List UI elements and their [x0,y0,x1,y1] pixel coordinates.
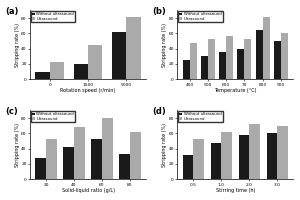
Bar [249,124,260,179]
Bar [277,126,288,179]
Bar [119,154,130,179]
Bar [226,36,233,79]
Bar [274,41,281,79]
Y-axis label: Stripping rate (%): Stripping rate (%) [162,123,167,167]
Y-axis label: Stripping rate (%): Stripping rate (%) [162,23,167,67]
Bar [88,45,103,79]
Legend: Without ultrasound, Ultrasound: Without ultrasound, Ultrasound [31,11,75,22]
Bar [244,39,251,79]
Legend: Without ultrasound, Ultrasound: Without ultrasound, Ultrasound [178,111,223,122]
Y-axis label: Stripping rate (%): Stripping rate (%) [15,23,20,67]
X-axis label: Solid-liquid ratio (g/L): Solid-liquid ratio (g/L) [61,188,115,193]
Bar [221,132,232,179]
Bar [50,62,64,79]
Bar [74,64,88,79]
Bar [92,139,102,179]
Bar [219,52,226,79]
Bar [63,147,74,179]
X-axis label: Temperature (°C): Temperature (°C) [214,88,256,93]
X-axis label: Rotation speed (r/min): Rotation speed (r/min) [60,88,116,93]
Bar [183,155,193,179]
Y-axis label: Stripping rate (%): Stripping rate (%) [15,123,20,167]
Bar [262,17,269,79]
Bar [35,72,50,79]
Text: (b): (b) [152,7,166,16]
Bar [74,127,85,179]
Bar [193,139,204,179]
Bar [190,43,196,79]
Bar [201,56,208,79]
Bar [208,39,215,79]
Legend: Without ultrasound, Ultrasound: Without ultrasound, Ultrasound [31,111,75,122]
Bar [237,49,244,79]
Bar [183,60,190,79]
Bar [102,118,112,179]
Bar [211,143,221,179]
Bar [130,132,141,179]
Bar [35,158,46,179]
Bar [46,139,57,179]
Bar [281,33,288,79]
Bar [126,17,141,79]
Text: (c): (c) [5,107,17,116]
X-axis label: Stirring time (h): Stirring time (h) [215,188,255,193]
Legend: Without ultrasound, Ultrasound: Without ultrasound, Ultrasound [178,11,223,22]
Bar [267,133,277,179]
Text: (a): (a) [5,7,18,16]
Bar [112,32,126,79]
Bar [256,30,262,79]
Text: (d): (d) [152,107,166,116]
Bar [238,135,249,179]
